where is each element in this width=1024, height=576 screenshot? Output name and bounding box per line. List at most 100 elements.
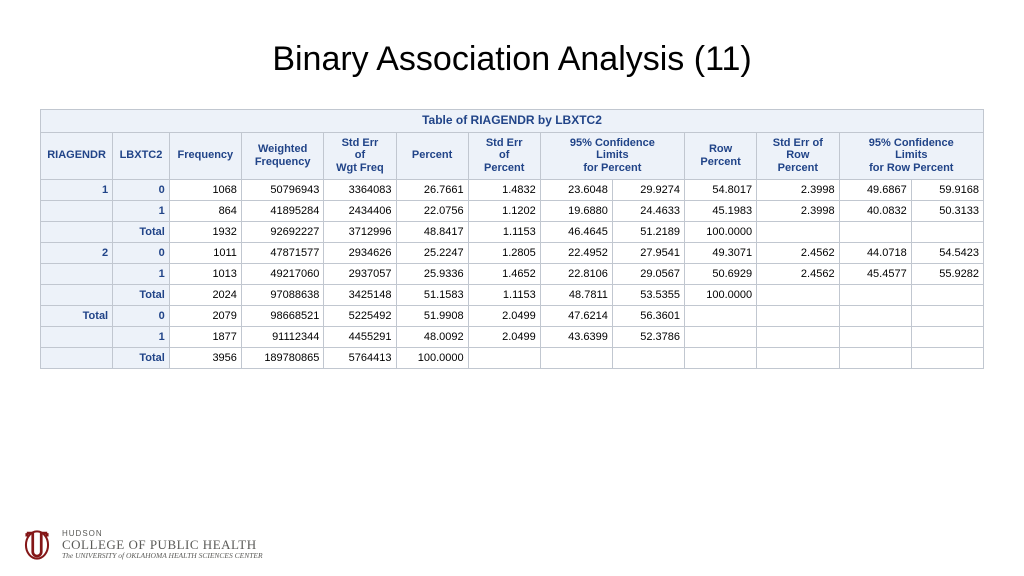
cell-rcihi bbox=[911, 305, 983, 326]
cell-rcilo bbox=[839, 305, 911, 326]
cell-wfreq: 91112344 bbox=[241, 326, 323, 347]
cell-sepct: 2.0499 bbox=[468, 326, 540, 347]
cell-rcilo bbox=[839, 347, 911, 368]
cell-rowpct: 100.0000 bbox=[685, 284, 757, 305]
cell-cilo: 19.6880 bbox=[540, 200, 612, 221]
cell-pct: 22.0756 bbox=[396, 200, 468, 221]
cell-rcihi: 54.5423 bbox=[911, 242, 983, 263]
cell-cihi: 52.3786 bbox=[612, 326, 684, 347]
cell-pct: 100.0000 bbox=[396, 347, 468, 368]
cell-pct: 48.8417 bbox=[396, 221, 468, 242]
cell-freq: 1932 bbox=[169, 221, 241, 242]
page-title: Binary Association Analysis (11) bbox=[40, 40, 984, 79]
cell-cihi: 29.0567 bbox=[612, 263, 684, 284]
cell-pct: 51.1583 bbox=[396, 284, 468, 305]
cell-freq: 2024 bbox=[169, 284, 241, 305]
cell-rcihi bbox=[911, 347, 983, 368]
cell-sepct bbox=[468, 347, 540, 368]
cell-lbxtc2: 1 bbox=[113, 200, 170, 221]
cell-serow bbox=[757, 305, 839, 326]
cell-riagendr bbox=[41, 284, 113, 305]
cell-rcihi: 55.9282 bbox=[911, 263, 983, 284]
table-row: 10106850796943336408326.76611.483223.604… bbox=[41, 179, 984, 200]
cell-cilo: 22.8106 bbox=[540, 263, 612, 284]
cell-riagendr bbox=[41, 326, 113, 347]
cell-pct: 25.9336 bbox=[396, 263, 468, 284]
cell-serow: 2.3998 bbox=[757, 179, 839, 200]
table-row: Total202497088638342514851.15831.115348.… bbox=[41, 284, 984, 305]
cell-wfreq: 189780865 bbox=[241, 347, 323, 368]
cell-sepct: 1.4832 bbox=[468, 179, 540, 200]
cell-sepct: 1.1153 bbox=[468, 284, 540, 305]
table-body: 10106850796943336408326.76611.483223.604… bbox=[41, 179, 984, 368]
cell-rcihi bbox=[911, 284, 983, 305]
cell-pct: 26.7661 bbox=[396, 179, 468, 200]
cell-rcilo: 45.4577 bbox=[839, 263, 911, 284]
cell-riagendr: 1 bbox=[41, 179, 113, 200]
cell-riagendr bbox=[41, 200, 113, 221]
col-header: Std ErrofPercent bbox=[468, 132, 540, 179]
ou-logo-icon bbox=[20, 528, 54, 562]
cell-sepct: 1.2805 bbox=[468, 242, 540, 263]
cell-rowpct: 45.1983 bbox=[685, 200, 757, 221]
cell-rcilo: 40.0832 bbox=[839, 200, 911, 221]
col-header: 95% ConfidenceLimitsfor Row Percent bbox=[839, 132, 983, 179]
col-header: 95% ConfidenceLimitsfor Percent bbox=[540, 132, 684, 179]
cell-riagendr bbox=[41, 263, 113, 284]
col-header: RowPercent bbox=[685, 132, 757, 179]
cell-freq: 3956 bbox=[169, 347, 241, 368]
cell-cihi: 29.9274 bbox=[612, 179, 684, 200]
table-row: Total193292692227371299648.84171.115346.… bbox=[41, 221, 984, 242]
col-header: Frequency bbox=[169, 132, 241, 179]
table-row: Total39561897808655764413100.0000 bbox=[41, 347, 984, 368]
cell-cihi: 51.2189 bbox=[612, 221, 684, 242]
cell-freq: 1877 bbox=[169, 326, 241, 347]
cell-cilo: 43.6399 bbox=[540, 326, 612, 347]
cell-rowpct: 100.0000 bbox=[685, 221, 757, 242]
cell-pct: 48.0092 bbox=[396, 326, 468, 347]
cell-cilo: 48.7811 bbox=[540, 284, 612, 305]
cell-rowpct bbox=[685, 347, 757, 368]
cell-cihi: 53.5355 bbox=[612, 284, 684, 305]
col-header: Std ErrofWgt Freq bbox=[324, 132, 396, 179]
cell-serow: 2.4562 bbox=[757, 263, 839, 284]
cell-cilo: 22.4952 bbox=[540, 242, 612, 263]
cell-rcilo: 44.0718 bbox=[839, 242, 911, 263]
cell-cihi bbox=[612, 347, 684, 368]
cell-wfreq: 97088638 bbox=[241, 284, 323, 305]
cell-wfreq: 41895284 bbox=[241, 200, 323, 221]
cell-cihi: 24.4633 bbox=[612, 200, 684, 221]
table-row: 20101147871577293462625.22471.280522.495… bbox=[41, 242, 984, 263]
cell-wfreq: 98668521 bbox=[241, 305, 323, 326]
cell-freq: 864 bbox=[169, 200, 241, 221]
cell-sewf: 3364083 bbox=[324, 179, 396, 200]
cell-rcihi bbox=[911, 221, 983, 242]
cell-wfreq: 47871577 bbox=[241, 242, 323, 263]
cell-freq: 2079 bbox=[169, 305, 241, 326]
cell-cihi: 56.3601 bbox=[612, 305, 684, 326]
table-row: 1187791112344445529148.00922.049943.6399… bbox=[41, 326, 984, 347]
cell-cilo: 47.6214 bbox=[540, 305, 612, 326]
cell-cilo bbox=[540, 347, 612, 368]
cell-pct: 25.2247 bbox=[396, 242, 468, 263]
cell-riagendr: 2 bbox=[41, 242, 113, 263]
cell-lbxtc2: 0 bbox=[113, 179, 170, 200]
cell-lbxtc2: 0 bbox=[113, 305, 170, 326]
cell-sepct: 1.1202 bbox=[468, 200, 540, 221]
cell-serow: 2.3998 bbox=[757, 200, 839, 221]
cell-rcihi bbox=[911, 326, 983, 347]
col-header: RIAGENDR bbox=[41, 132, 113, 179]
cell-wfreq: 50796943 bbox=[241, 179, 323, 200]
cell-serow bbox=[757, 326, 839, 347]
cell-lbxtc2: Total bbox=[113, 347, 170, 368]
table-row: Total0207998668521522549251.99082.049947… bbox=[41, 305, 984, 326]
cell-rcilo bbox=[839, 326, 911, 347]
cell-lbxtc2: 1 bbox=[113, 263, 170, 284]
cell-sewf: 2434406 bbox=[324, 200, 396, 221]
cell-lbxtc2: 0 bbox=[113, 242, 170, 263]
cell-rowpct: 54.8017 bbox=[685, 179, 757, 200]
col-header: LBXTC2 bbox=[113, 132, 170, 179]
cell-cihi: 27.9541 bbox=[612, 242, 684, 263]
cell-sewf: 2934626 bbox=[324, 242, 396, 263]
cell-rcihi: 59.9168 bbox=[911, 179, 983, 200]
